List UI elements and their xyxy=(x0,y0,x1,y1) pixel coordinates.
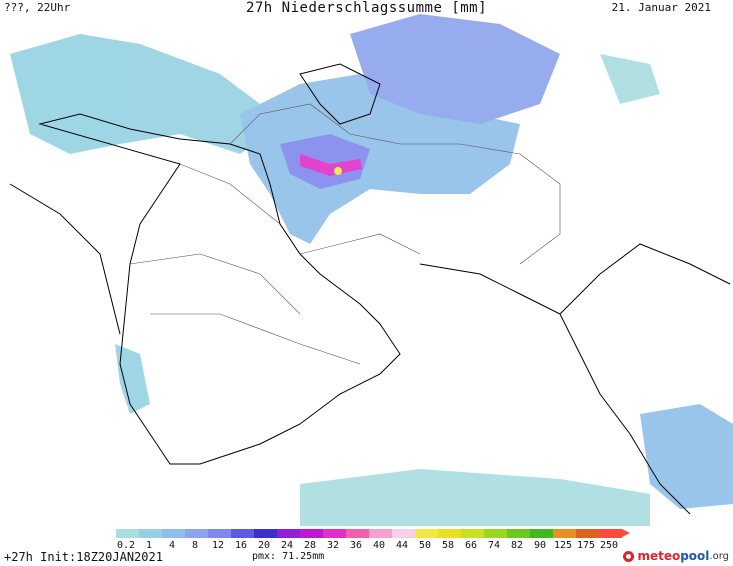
color-scale-segment xyxy=(507,529,530,538)
precip-area-sri-lanka xyxy=(640,404,733,509)
country-borders xyxy=(129,103,561,365)
color-scale-segment xyxy=(346,529,369,538)
color-scale-label: 0.2 xyxy=(116,540,136,551)
color-scale-label: 28 xyxy=(303,540,317,551)
meteopool-logo[interactable]: meteo pool .org xyxy=(623,549,729,563)
color-scale-label: 74 xyxy=(487,540,501,551)
init-time-label: +27h Init:18Z20JAN2021 xyxy=(4,550,163,564)
color-scale-segment xyxy=(185,529,208,538)
color-scale-segment xyxy=(300,529,323,538)
color-scale-segment xyxy=(438,529,461,538)
precip-area-yemen xyxy=(115,344,150,414)
coastlines xyxy=(9,63,731,515)
color-scale-label: 66 xyxy=(464,540,478,551)
logo-text-pool: pool xyxy=(680,549,710,563)
color-scale-segment xyxy=(116,529,139,538)
color-scale-label: 40 xyxy=(372,540,386,551)
color-scale-label: 125 xyxy=(553,540,573,551)
color-scale-label: 12 xyxy=(211,540,225,551)
color-scale-segment xyxy=(530,529,553,538)
color-scale-segment xyxy=(208,529,231,538)
valid-time-label: ???, 22Uhr xyxy=(4,1,71,14)
color-scale-label: 250 xyxy=(599,540,619,551)
color-scale-segment xyxy=(254,529,277,538)
color-scale-segment xyxy=(369,529,392,538)
date-label: 21. Januar 2021 xyxy=(611,1,711,14)
color-scale-segment xyxy=(277,529,300,538)
color-scale-segment xyxy=(576,529,599,538)
color-scale-label: 58 xyxy=(441,540,455,551)
color-scale-label: 20 xyxy=(257,540,271,551)
color-scale-segment xyxy=(599,529,622,538)
precip-max-spot xyxy=(334,167,342,175)
color-scale-arrow xyxy=(622,529,630,537)
color-scale-label: 36 xyxy=(349,540,363,551)
precip-area-zagros xyxy=(280,134,370,189)
color-scale-label: 44 xyxy=(395,540,409,551)
precip-peak xyxy=(300,154,362,176)
color-scale-label: 24 xyxy=(280,540,294,551)
color-scale-segment xyxy=(162,529,185,538)
color-scale-segment xyxy=(415,529,438,538)
color-scale-bar xyxy=(116,529,630,538)
color-scale-label: 82 xyxy=(510,540,524,551)
color-scale-label: 50 xyxy=(418,540,432,551)
color-scale-segment xyxy=(553,529,576,538)
logo-text-org: .org xyxy=(709,550,729,562)
precip-area-caspian xyxy=(350,14,560,124)
color-scale-label: 175 xyxy=(576,540,596,551)
color-scale-segment xyxy=(323,529,346,538)
color-scale-label: 32 xyxy=(326,540,340,551)
color-scale-label: 4 xyxy=(168,540,176,551)
color-scale-segment xyxy=(139,529,162,538)
logo-text-meteo: meteo xyxy=(637,549,681,563)
color-scale-label: 8 xyxy=(191,540,199,551)
color-scale-label: 16 xyxy=(234,540,248,551)
color-scale-segment xyxy=(392,529,415,538)
logo-icon xyxy=(623,550,635,562)
color-scale-segment xyxy=(461,529,484,538)
color-scale-segment xyxy=(231,529,254,538)
map-title: 27h Niederschlagssumme [mm] xyxy=(245,0,488,16)
precipitation-map xyxy=(9,14,733,526)
color-scale-segment xyxy=(484,529,507,538)
precip-max-label: pmx: 71.25mm xyxy=(252,551,325,562)
precip-area-indian-ocean xyxy=(300,469,650,526)
color-scale-label: 90 xyxy=(533,540,547,551)
precip-area-turkey xyxy=(10,34,270,154)
precipitation-field xyxy=(10,14,733,526)
precip-area-china xyxy=(600,54,660,104)
color-scale-label: 1 xyxy=(145,540,153,551)
